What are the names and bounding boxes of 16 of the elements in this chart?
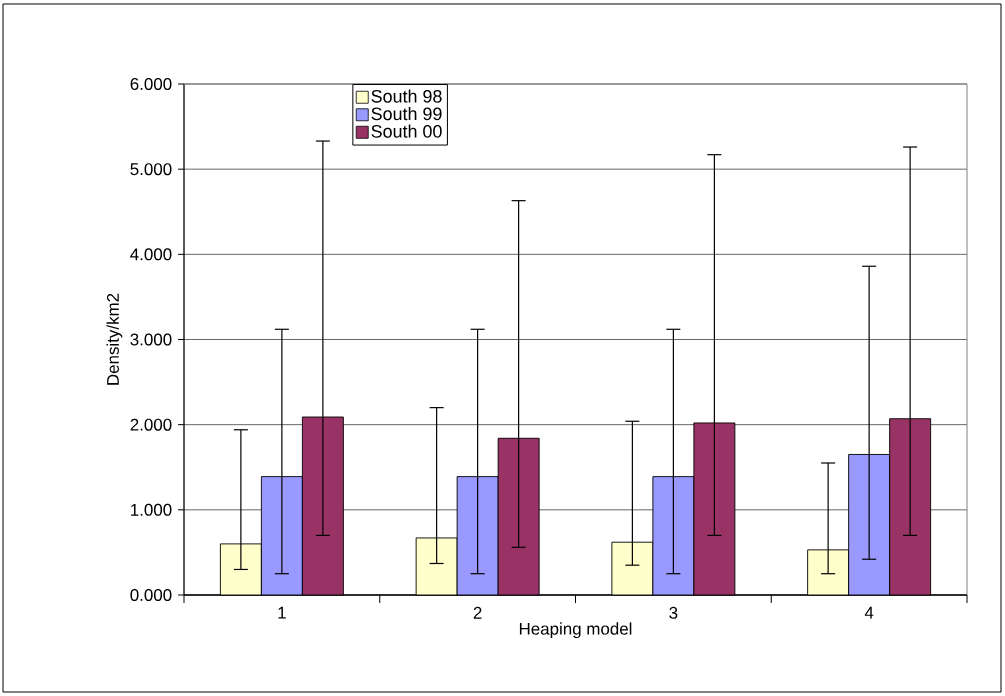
y-tick-label: 0.000: [130, 589, 172, 601]
x-axis-title: Heaping model: [519, 622, 632, 639]
y-tick-label: 1.000: [131, 503, 172, 516]
legend-label: South 99: [371, 107, 442, 121]
legend-label: South 00: [371, 124, 442, 138]
y-tick-label: 6.000: [130, 78, 172, 90]
x-tick-label: 2: [473, 606, 482, 619]
x-tick-label: 4: [864, 606, 874, 619]
y-tick-label: 2.000: [130, 418, 172, 431]
x-tick-label: 1: [278, 606, 286, 619]
legend-label: South 98: [371, 89, 442, 103]
y-tick-label: 4.000: [130, 248, 172, 261]
y-axis-title: Density/km2: [106, 293, 123, 385]
y-tick-label: 5.000: [130, 163, 172, 176]
y-tick-label: 3.000: [130, 333, 172, 346]
x-tick-label: 3: [669, 606, 678, 619]
